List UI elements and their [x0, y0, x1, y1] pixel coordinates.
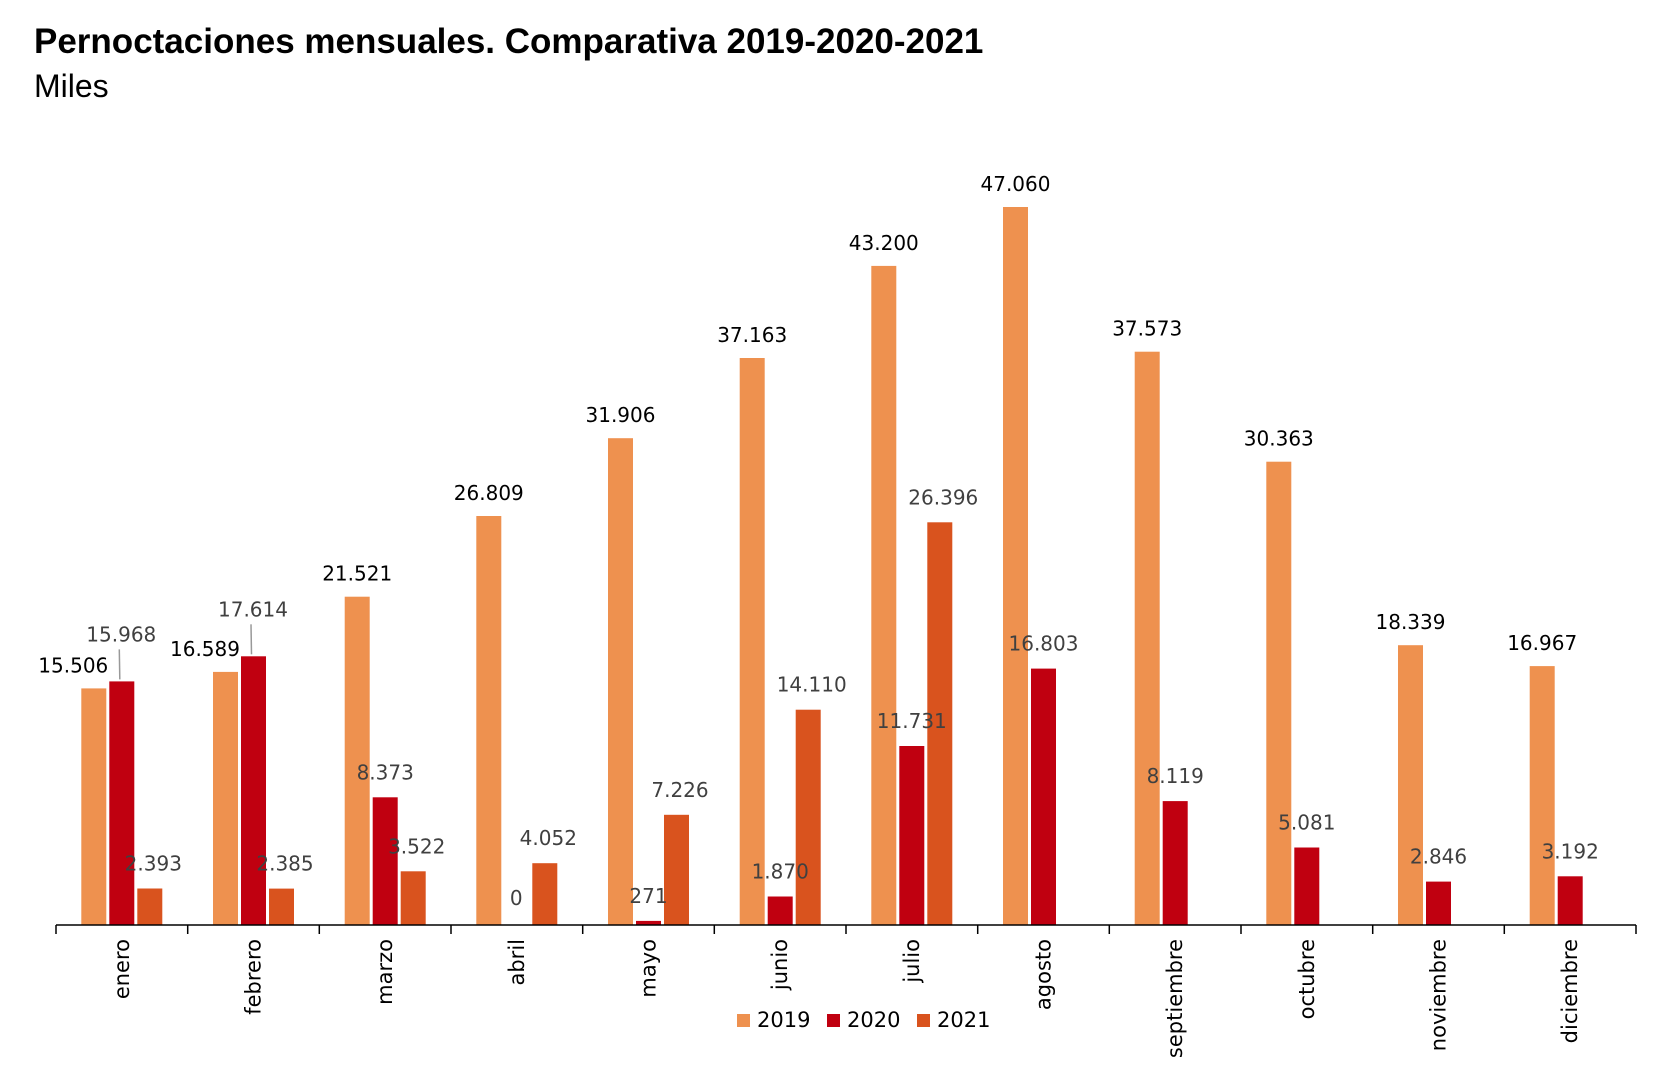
bar-2019-marzo	[344, 596, 370, 925]
bar-2019-noviembre	[1398, 645, 1423, 925]
data-label-2021-marzo: 3.522	[388, 834, 445, 858]
legend: 2019 2020 2021	[737, 1008, 990, 1032]
x-tick-label-mayo: mayo	[637, 939, 661, 998]
x-tick-label-febrero: febrero	[242, 939, 266, 1015]
leader-line	[250, 624, 253, 655]
data-label-2020-septiembre: 8.119	[1147, 764, 1204, 788]
legend-label-2021: 2021	[937, 1008, 990, 1032]
data-label-2019-septiembre: 37.573	[1112, 317, 1182, 341]
bar-2021-junio	[795, 709, 821, 925]
data-label-2019-mayo: 31.906	[586, 403, 656, 427]
data-labels-layer: 15.506 16.589 21.521 26.809 31.906 37.163 43.2…	[38, 172, 1599, 910]
data-label-2021-febrero: 2.385	[256, 852, 313, 876]
data-label-2020-octubre: 5.081	[1278, 811, 1335, 835]
data-label-2021-enero: 2.393	[125, 852, 182, 876]
data-label-2021-mayo: 7.226	[651, 778, 708, 802]
bar-2020-febrero	[241, 656, 266, 925]
data-label-2021-abril: 4.052	[520, 826, 577, 850]
data-label-2020-noviembre: 2.846	[1410, 845, 1467, 869]
bar-2019-junio	[739, 358, 765, 925]
data-label-2020-mayo: 271	[629, 884, 667, 908]
bar-2019-septiembre	[1134, 351, 1160, 925]
data-label-2020-agosto: 16.803	[1009, 632, 1079, 656]
data-label-2019-noviembre: 18.339	[1376, 610, 1446, 634]
bar-2019-enero	[81, 688, 107, 925]
x-axis: enero febrero marzo abril mayo junio julio agos…	[55, 924, 1637, 1058]
bar-2019-mayo	[608, 438, 633, 925]
data-label-2019-octubre: 30.363	[1244, 427, 1314, 451]
bar-2020-noviembre	[1426, 881, 1451, 925]
bars-layer	[81, 207, 1583, 925]
data-label-2019-julio: 43.200	[849, 231, 919, 255]
x-tick-label-agosto: agosto	[1032, 939, 1056, 1010]
bar-2020-mayo	[636, 920, 661, 925]
bar-2019-diciembre	[1529, 666, 1555, 925]
bar-2020-septiembre	[1162, 801, 1188, 925]
data-label-2021-junio: 14.110	[777, 673, 847, 697]
bar-2019-julio	[871, 265, 897, 925]
x-tick-label-junio: junio	[768, 939, 792, 991]
legend-label-2020: 2020	[847, 1008, 900, 1032]
chart-subtitle: Miles	[34, 68, 109, 104]
bar-2020-octubre	[1294, 847, 1320, 925]
data-label-2020-febrero: 17.614	[218, 597, 288, 621]
x-tick-label-septiembre: septiembre	[1163, 939, 1187, 1058]
data-label-2020-junio: 1.870	[752, 860, 809, 884]
bar-2020-enero	[109, 681, 135, 925]
data-label-2019-junio: 37.163	[717, 323, 787, 347]
data-label-2019-enero: 15.506	[38, 653, 108, 677]
data-label-2019-marzo: 21.521	[322, 562, 392, 586]
data-label-2019-febrero: 16.589	[170, 637, 240, 661]
bar-2019-abril	[476, 516, 502, 925]
x-tick-label-marzo: marzo	[373, 939, 397, 1005]
x-tick-label-julio: julio	[900, 939, 924, 984]
bar-2020-junio	[767, 896, 793, 925]
bar-2019-octubre	[1266, 461, 1292, 925]
bar-2021-marzo	[400, 871, 426, 925]
bar-2021-febrero	[269, 888, 294, 925]
x-tick-label-noviembre: noviembre	[1427, 939, 1451, 1051]
data-label-2020-marzo: 8.373	[357, 760, 414, 784]
bar-2020-diciembre	[1557, 876, 1583, 925]
leader-line	[118, 649, 121, 680]
x-tick-label-diciembre: diciembre	[1558, 939, 1582, 1043]
data-label-2021-julio: 26.396	[908, 485, 978, 509]
legend-label-2019: 2019	[757, 1008, 810, 1032]
bar-2019-febrero	[213, 671, 238, 925]
data-label-2020-julio: 11.731	[877, 709, 947, 733]
bar-2021-mayo	[664, 814, 689, 925]
data-label-2020-diciembre: 3.192	[1542, 839, 1599, 863]
x-tick-label-enero: enero	[110, 939, 134, 999]
data-label-2020-enero: 15.968	[86, 622, 156, 646]
data-label-2019-abril: 26.809	[454, 481, 524, 505]
bar-2021-enero	[137, 888, 163, 925]
data-label-2019-diciembre: 16.967	[1507, 631, 1577, 655]
x-tick-label-octubre: octubre	[1295, 939, 1319, 1019]
legend-swatch-2021	[917, 1014, 930, 1027]
bar-2020-marzo	[372, 797, 398, 925]
legend-swatch-2019	[737, 1014, 750, 1027]
bar-2020-agosto	[1031, 668, 1056, 925]
legend-swatch-2020	[827, 1014, 840, 1027]
data-label-2020-abril: 0	[510, 886, 523, 910]
bar-2019-agosto	[1003, 207, 1028, 925]
bar-2021-abril	[532, 863, 558, 925]
data-label-2019-agosto: 47.060	[981, 172, 1051, 196]
bar-2020-julio	[899, 746, 925, 925]
chart-title: Pernoctaciones mensuales. Comparativa 20…	[34, 22, 984, 61]
x-tick-label-abril: abril	[505, 939, 529, 986]
bar-2021-julio	[927, 522, 953, 925]
